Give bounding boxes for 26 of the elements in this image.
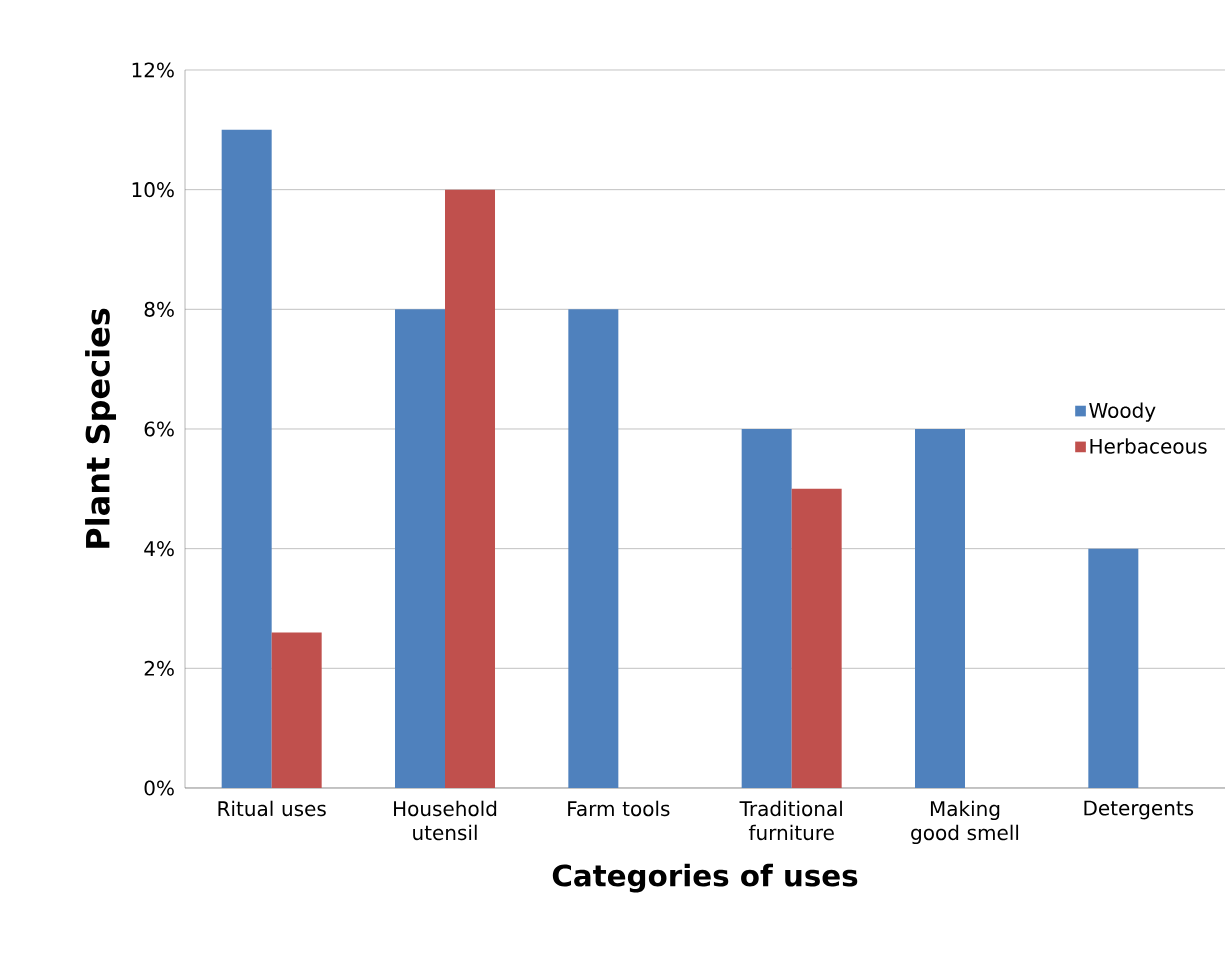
x-tick-label: Farm tools bbox=[568, 800, 670, 817]
x-tick-label: Household utensil bbox=[394, 800, 497, 841]
bar bbox=[445, 189, 496, 788]
legend-label: Woody bbox=[1089, 402, 1156, 422]
bar bbox=[741, 428, 792, 788]
y-axis-title: Plant Species bbox=[85, 308, 117, 548]
x-tick-label: Detergents bbox=[1084, 800, 1194, 820]
y-tick-label: 8% bbox=[144, 301, 174, 317]
legend-label: Herbaceous bbox=[1090, 438, 1207, 454]
y-tick-label: 6% bbox=[144, 421, 174, 437]
bar bbox=[791, 488, 842, 788]
y-tick-label: 4% bbox=[144, 541, 174, 557]
x-tick-label: Making good smell bbox=[911, 800, 1019, 845]
bar bbox=[221, 129, 272, 788]
x-tick-label: Traditional furniture bbox=[739, 800, 842, 841]
bar bbox=[1088, 548, 1139, 788]
bar bbox=[395, 309, 446, 788]
x-tick-label: Ritual uses bbox=[218, 800, 326, 817]
y-tick-label: 12% bbox=[132, 62, 174, 78]
x-axis-title: Categories of uses bbox=[552, 863, 858, 893]
y-tick-label: 10% bbox=[132, 182, 174, 198]
bar bbox=[915, 428, 966, 788]
y-tick-label: 2% bbox=[144, 660, 174, 676]
bar bbox=[568, 309, 619, 788]
bar bbox=[271, 632, 322, 788]
y-tick-label: 0% bbox=[144, 780, 174, 796]
